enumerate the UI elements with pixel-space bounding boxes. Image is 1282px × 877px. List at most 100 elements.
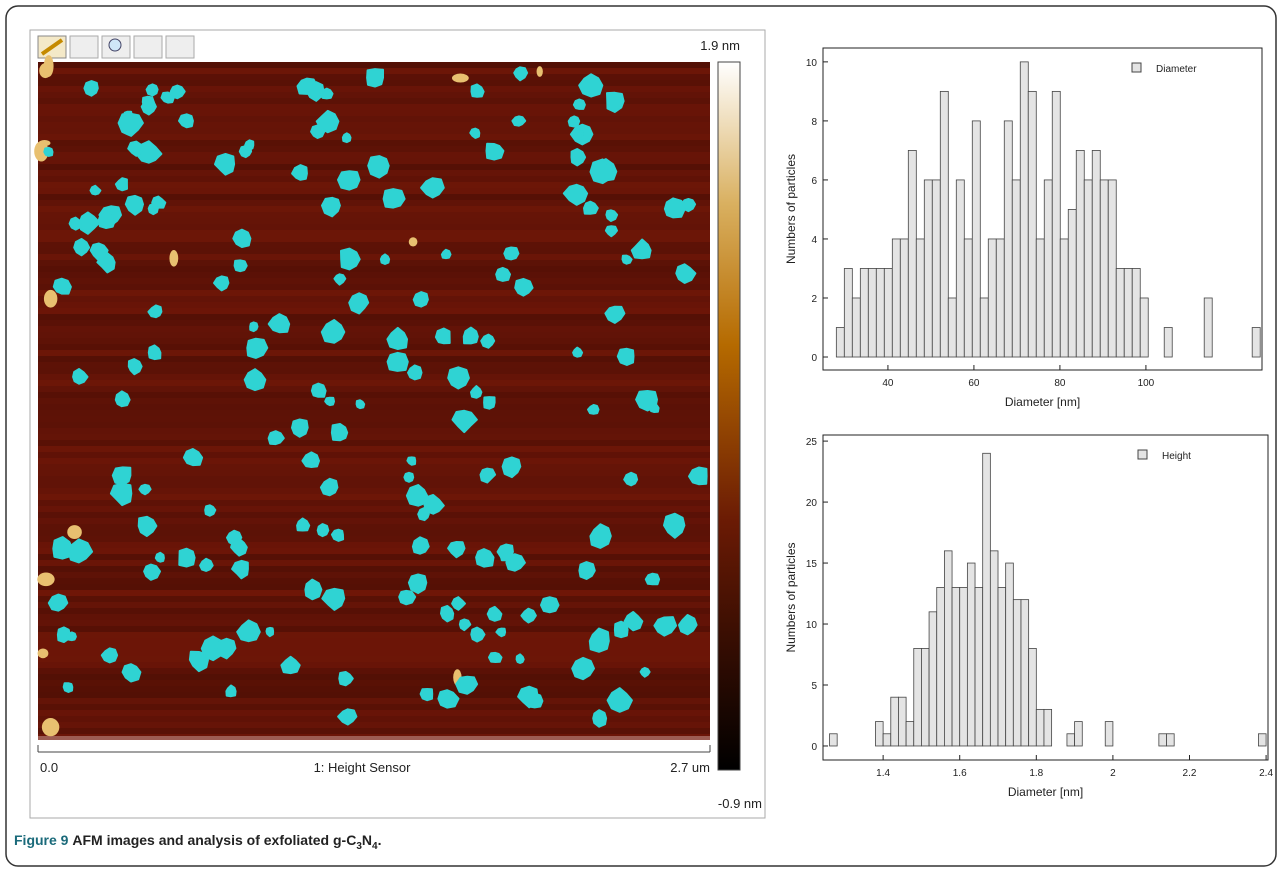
particle [630, 238, 652, 260]
scan-line [38, 404, 710, 410]
particle [147, 304, 163, 319]
toolbar [37, 35, 195, 59]
bar [997, 587, 1007, 747]
x-tick-label: 2 [1110, 768, 1116, 779]
scan-line [38, 128, 710, 134]
scan-line [38, 734, 710, 740]
scan-line [38, 488, 710, 494]
scan-line [38, 374, 710, 380]
particle [320, 319, 346, 344]
afm-speck [536, 66, 543, 77]
particle [451, 596, 466, 611]
x-tick-label: 80 [1054, 378, 1066, 389]
scan-line [38, 680, 710, 686]
bar [989, 550, 999, 747]
particle [623, 611, 644, 632]
particle [578, 561, 596, 580]
particle [111, 466, 132, 486]
particle [244, 139, 255, 151]
particle [348, 292, 370, 315]
scan-line [38, 62, 710, 68]
x-tick-label: 100 [1138, 378, 1155, 389]
particle [462, 326, 479, 345]
bar [875, 268, 885, 358]
bar [915, 238, 925, 358]
scan-line [38, 572, 710, 578]
bar [843, 268, 853, 358]
bar [1027, 90, 1037, 358]
bar [899, 238, 909, 358]
scan-line [38, 86, 710, 92]
particle [137, 515, 158, 537]
bar [1166, 733, 1175, 747]
bar [1115, 268, 1125, 358]
particle [420, 177, 445, 199]
particle [583, 200, 599, 215]
particle [68, 216, 82, 231]
bar [905, 721, 915, 747]
y-tick-label: 2 [811, 294, 817, 305]
particle [451, 409, 478, 434]
particle [124, 194, 144, 216]
scan-line [38, 686, 710, 692]
bar [963, 238, 973, 358]
particle [321, 587, 346, 611]
particle [570, 148, 587, 167]
scan-line [38, 512, 710, 518]
particle [470, 83, 485, 98]
particle [291, 418, 309, 438]
tool-button[interactable] [69, 35, 99, 59]
scan-line [38, 434, 710, 440]
scan-line [38, 470, 710, 476]
particle [366, 68, 384, 88]
afm-image [34, 55, 710, 740]
particle [470, 626, 486, 643]
bar [1107, 179, 1117, 358]
particle [469, 127, 481, 139]
afm-speck [37, 648, 49, 659]
particle [52, 277, 72, 295]
particle [604, 225, 618, 238]
bar [928, 611, 938, 747]
particle [109, 482, 133, 507]
particle [663, 197, 686, 219]
particle [605, 209, 619, 222]
particle [236, 619, 261, 643]
scan-line [38, 308, 710, 314]
scan-line [38, 92, 710, 98]
x-axis-label: Diameter [nm] [1008, 785, 1083, 799]
scan-line [38, 230, 710, 236]
bar [1019, 61, 1029, 358]
y-tick-label: 25 [806, 437, 818, 448]
bar [955, 179, 965, 358]
particle [515, 653, 525, 664]
particle [653, 616, 678, 637]
scan-line [38, 728, 710, 734]
particle [574, 130, 584, 141]
bar [1005, 562, 1014, 747]
bar [971, 120, 981, 358]
particle [199, 557, 214, 572]
tool-button[interactable] [133, 35, 163, 59]
scan-line [38, 590, 710, 596]
scan-line [38, 524, 710, 530]
bar [931, 179, 941, 358]
scan-line [38, 242, 710, 248]
bar [1083, 179, 1093, 358]
scan-line [38, 320, 710, 326]
particle [66, 631, 77, 642]
particle [114, 390, 131, 408]
bar [923, 179, 933, 358]
scan-line [38, 248, 710, 254]
scan-line [38, 98, 710, 104]
particle [330, 423, 349, 442]
bar [835, 327, 845, 358]
particle [291, 164, 308, 181]
scan-line [38, 206, 710, 212]
tool-button[interactable] [165, 35, 195, 59]
scan-line [38, 224, 710, 230]
scan-line [38, 440, 710, 446]
particle [355, 399, 366, 410]
caption-text: . [378, 832, 382, 848]
scan-line [38, 422, 710, 428]
